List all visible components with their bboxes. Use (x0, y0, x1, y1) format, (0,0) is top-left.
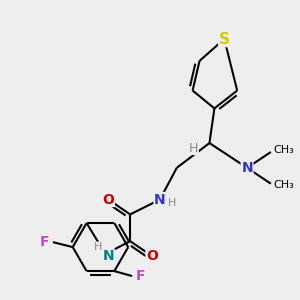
Text: F: F (135, 269, 145, 283)
Text: F: F (40, 235, 50, 249)
Text: CH₃: CH₃ (273, 180, 294, 190)
Text: N: N (241, 161, 253, 175)
Text: O: O (146, 249, 158, 263)
Text: O: O (103, 193, 114, 206)
Text: H: H (94, 242, 103, 252)
Text: N: N (154, 193, 166, 206)
Text: N: N (103, 249, 114, 263)
Text: S: S (219, 32, 230, 46)
Text: CH₃: CH₃ (273, 145, 294, 155)
Text: H: H (168, 197, 176, 208)
Text: H: H (189, 142, 198, 154)
